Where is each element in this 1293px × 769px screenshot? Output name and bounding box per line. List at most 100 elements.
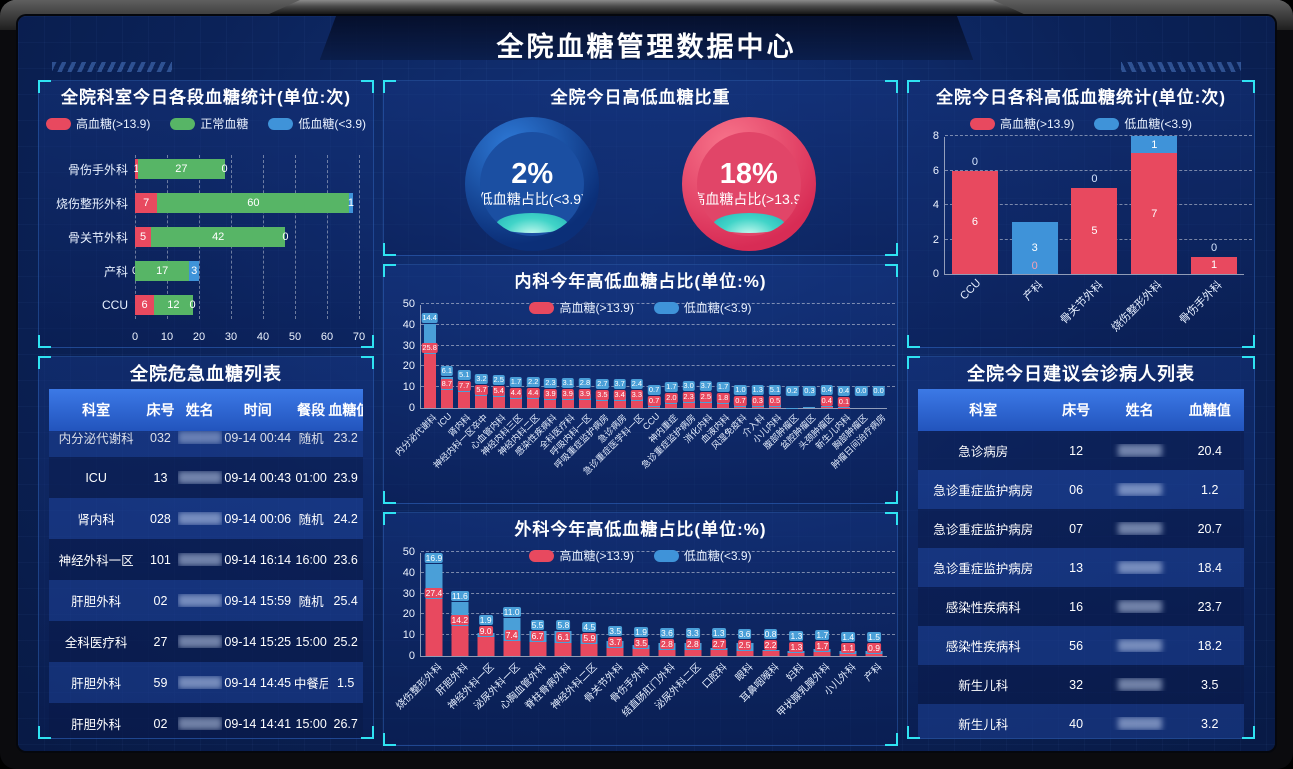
- bar-slot: 1.5 0.9 产科: [861, 553, 887, 684]
- table-cell: 18.2: [1197, 638, 1222, 653]
- bar-track: 5 42 0: [135, 227, 359, 247]
- x-axis-label: 骨伤手外科: [1177, 279, 1225, 327]
- value-label: 3.6: [660, 628, 674, 639]
- value-label: 0.0: [872, 386, 885, 396]
- gauge-row: 2% 低血糖占比(<3.9) 18% 高血糖占比(>13.9): [384, 113, 897, 251]
- value-label: 3.6: [737, 628, 752, 639]
- value-label: 6.1: [440, 366, 454, 377]
- table-cell: 02: [153, 593, 168, 608]
- bar-slot: 1.7 4.4 神经内科三区: [479, 305, 524, 458]
- column-header: 姓名: [185, 402, 214, 418]
- gridline: [945, 169, 1252, 171]
- column-header: 科室: [969, 402, 998, 418]
- table-cell: 13: [153, 470, 168, 485]
- axis-tick: 0: [932, 268, 939, 280]
- table-cell: 01:00: [295, 470, 327, 485]
- bar-slot: 16.9 27.4 烧伤整形外科: [394, 552, 447, 712]
- table-cell: 09-14 15:25: [224, 634, 292, 649]
- table-row: 急诊重症监护病房 13 18.4: [918, 548, 1244, 587]
- table-cell: 24.2: [333, 511, 358, 526]
- bar-stack: [425, 563, 443, 656]
- legend-label: 低血糖(<3.9): [298, 116, 367, 131]
- bar-slot: 1.3 0.3 介入科: [740, 305, 766, 439]
- legend-label: 高血糖(>13.9): [999, 116, 1075, 131]
- axis-tick: 50: [402, 546, 415, 558]
- bar-segment-high: [458, 391, 471, 408]
- value-label: 6: [141, 299, 148, 311]
- value-label: 2.2: [527, 376, 540, 387]
- bar-slot: 6 0 CCU: [945, 137, 1005, 302]
- value-label: 1.3: [711, 628, 726, 639]
- value-label: 14.4: [421, 313, 438, 324]
- table-cell: 20.7: [1197, 521, 1222, 536]
- value-label: 0: [282, 231, 289, 243]
- legend-item-low: 低血糖(<3.9): [653, 547, 752, 564]
- table-cell: 09-14 15:59: [224, 593, 292, 608]
- bar-segment-high: [658, 650, 676, 656]
- table-cell: 感染性疾病科: [945, 640, 1021, 654]
- bar-segment-high: [710, 650, 728, 656]
- table-cell: [1104, 561, 1176, 574]
- table-row: 新生儿科 40 3.2: [918, 704, 1244, 738]
- bar-segment-high: [682, 403, 695, 408]
- panel-consult-list: 全院今日建议会诊病人列表 科室 床号 姓名 血糖值 急诊病房 12 20.4 急诊重症…: [907, 356, 1255, 739]
- table-cell: 26.7: [333, 716, 358, 731]
- bar-segment-high: [503, 640, 521, 656]
- bar-segment-low: [1131, 136, 1178, 154]
- table-cell: 随机: [298, 595, 324, 609]
- value-label: 9.0: [478, 626, 493, 637]
- table-cell: 15:00: [295, 634, 327, 649]
- corner-bracket: [907, 356, 920, 369]
- bar-slot: 1.3 2.7 口腔科: [700, 553, 732, 691]
- bar-slot: 1.7 1.8 血液内科: [699, 305, 732, 445]
- bar-row: 骨伤手外科 1 27 0: [45, 159, 363, 179]
- corner-bracket: [38, 335, 51, 348]
- bar-stack: [451, 602, 469, 656]
- bar-slot: 3.5 3.7 骨关节外科: [583, 553, 628, 705]
- gridline: [421, 634, 895, 636]
- bar-slot: 0.0 胸部肿瘤区: [831, 305, 870, 451]
- table-cell: [177, 471, 222, 484]
- table-cell: [177, 594, 222, 607]
- corner-bracket: [885, 733, 898, 746]
- bar-slot: 1.0 0.7 风湿免疫科: [710, 305, 749, 451]
- value-label: 7: [1151, 207, 1158, 220]
- value-label: 3.5: [596, 389, 609, 400]
- value-label: 1: [133, 163, 140, 175]
- gauge-label: 高血糖占比(>13.9): [696, 191, 801, 207]
- left-column: 全院科室今日各段血糖统计(单位:次) 高血糖(>13.9) 正常血糖 低血糖(<…: [38, 80, 374, 739]
- value-label: 1.3: [789, 642, 804, 653]
- x-axis-label: 内分泌代谢科: [392, 412, 439, 458]
- bar-segment-high: [509, 398, 522, 408]
- legend-label: 高血糖(>13.9): [559, 300, 634, 315]
- plot-area: 0 2 4 6 8 6 0 CCU 0 3 产科 5 0 骨关节外科 7 1 烧伤整形外科 1 0 骨伤手外科: [933, 130, 1252, 334]
- axis-tick: 10: [160, 331, 174, 343]
- table-cell: 急诊病房: [958, 445, 1009, 459]
- corner-bracket: [907, 335, 920, 348]
- bar-slot: 2.4 3.3 急诊重症医学科一区: [581, 305, 645, 477]
- axis-tick: 50: [288, 331, 302, 343]
- value-label: 2.0: [665, 392, 678, 403]
- category-label: 骨伤手外科: [67, 162, 128, 177]
- consult-list-body[interactable]: 急诊病房 12 20.4 急诊重症监护病房 06 1.2 急诊重症监护病房 07 20.7 急诊重…: [918, 431, 1244, 738]
- bar-segment-high: [632, 648, 650, 656]
- bar-segment-high: [596, 400, 609, 408]
- dashboard-content: 全院科室今日各段血糖统计(单位:次) 高血糖(>13.9) 正常血糖 低血糖(<…: [38, 80, 1255, 746]
- value-label: 1.7: [509, 376, 523, 387]
- corner-bracket: [1242, 726, 1255, 739]
- value-label: 2.8: [660, 639, 674, 650]
- bar-slot: 0.0 肿瘤日间治疗病房: [829, 305, 887, 470]
- value-label: 0.4: [820, 396, 833, 407]
- bar-segment-high: [734, 406, 747, 408]
- panel-title: 全院科室今日各段血糖统计(单位:次): [61, 88, 351, 107]
- bar-stack: [838, 406, 850, 408]
- bar-segment: 12: [154, 295, 193, 315]
- critical-list-body[interactable]: 内分泌代谢科 032 09-14 00:44 随机 23.2 ICU 13 09-14 00:…: [49, 431, 363, 738]
- value-label: 3.5: [608, 626, 623, 637]
- table-cell: 06: [1069, 482, 1084, 497]
- value-label: 12: [167, 299, 180, 311]
- value-label: 0.2: [785, 386, 799, 396]
- table-cell: 随机: [298, 432, 324, 446]
- axis-tick: 10: [402, 629, 415, 642]
